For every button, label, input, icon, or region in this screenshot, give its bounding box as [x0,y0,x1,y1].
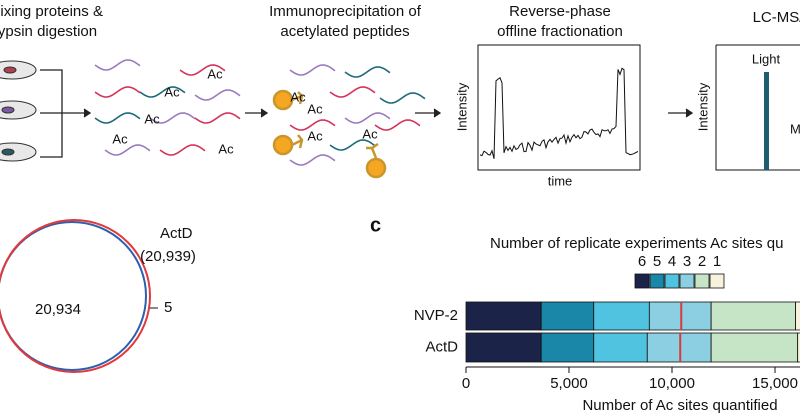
peptide [329,86,376,98]
ms-frame [715,44,800,171]
legend-label: 1 [713,253,721,270]
ac-label: Ac [144,111,160,126]
x-tick-label: 15,000 [752,375,798,392]
step-title: LC-MS/ [753,9,800,26]
axis-label: Intensity [695,82,710,131]
chart: 6 5 4 3 2 1 NVP-2 ActD 0 5,000 10,000 15,000 Number … [414,253,800,414]
trace [479,67,639,159]
legend-swatch [664,273,680,289]
bar-segment [540,301,595,331]
legend-swatch [634,273,650,289]
axis-label: time [548,173,573,188]
dishes [0,60,37,162]
ac-label: Ac [362,126,378,141]
peptide [289,154,336,166]
ac-label: Ac [112,131,128,146]
peptide [329,139,376,151]
antibodies [272,89,387,179]
legend-swatch [694,273,710,289]
peptide [289,119,336,131]
peptide [379,92,426,104]
legend-swatch [709,273,725,289]
step-title: acetylated peptides [280,23,409,40]
bar-segment [795,301,800,331]
bar-segment [710,301,797,331]
ac-label: Ac [307,128,323,143]
peptide [94,86,141,98]
peptide [374,119,421,131]
bracket [40,69,694,158]
legend-label: 2 [698,253,706,270]
x-tick-label: 10,000 [649,375,695,392]
x-tick-label: 0 [462,375,470,392]
bar-segment [648,301,712,331]
ms-peak [764,72,769,170]
peptide [194,112,241,124]
peptide [94,112,141,124]
panel-label: c [370,214,381,236]
peptide [344,66,391,78]
peptide [179,64,226,76]
venn-circle [0,221,147,371]
x-tick-label: 5,000 [550,375,588,392]
legend-label: 3 [683,253,691,270]
peptides [94,59,426,166]
peptide [289,64,336,76]
legend-swatch [679,273,695,289]
peptide [104,144,151,156]
legend-label: 4 [668,253,676,270]
peptide [139,86,186,98]
step-title: Reverse-phase [509,3,611,20]
peptide [159,144,206,156]
step-title: Immunoprecipitation of [269,3,422,20]
trace-frame [477,44,641,171]
peak-label: M [790,121,800,136]
bar-segment [465,332,542,363]
bar-segment [593,332,648,363]
legend-label: 6 [638,253,646,270]
y-tick-label: ActD [425,338,458,355]
ac-label: Ac [307,101,323,116]
bar-segment [797,332,800,363]
bar-segment [593,301,650,331]
axis-label: Intensity [454,82,469,131]
chart-title: Number of replicate experiments Ac sites… [490,235,783,252]
step-title: lixing proteins & [0,3,103,20]
bar-segment [540,332,595,363]
peptide [149,112,196,124]
bar-segment [646,332,712,363]
step-title: rypsin digestion [0,23,97,40]
venn-total: (20,939) [140,248,196,265]
legend-swatch [649,273,665,289]
venn-name: ActD [160,225,193,242]
venn-circle [0,219,151,373]
ac-label: Ac [164,84,180,99]
peak-label: Light [752,51,781,66]
legend-label: 5 [653,253,661,270]
peptide [94,59,141,71]
x-axis-label: Number of Ac sites quantified [582,397,777,414]
peptide [194,89,241,101]
peptide [344,112,391,124]
ac-label: Ac [207,66,223,81]
venn-unique: 5 [164,299,172,316]
y-tick-label: NVP-2 [414,307,458,324]
step-title: offline fractionation [497,23,623,40]
bar-segment [710,332,799,363]
ac-label: Ac [290,89,306,104]
ac-label: Ac [218,141,234,156]
bar-segment [465,301,542,331]
venn-overlap: 20,934 [35,301,81,318]
